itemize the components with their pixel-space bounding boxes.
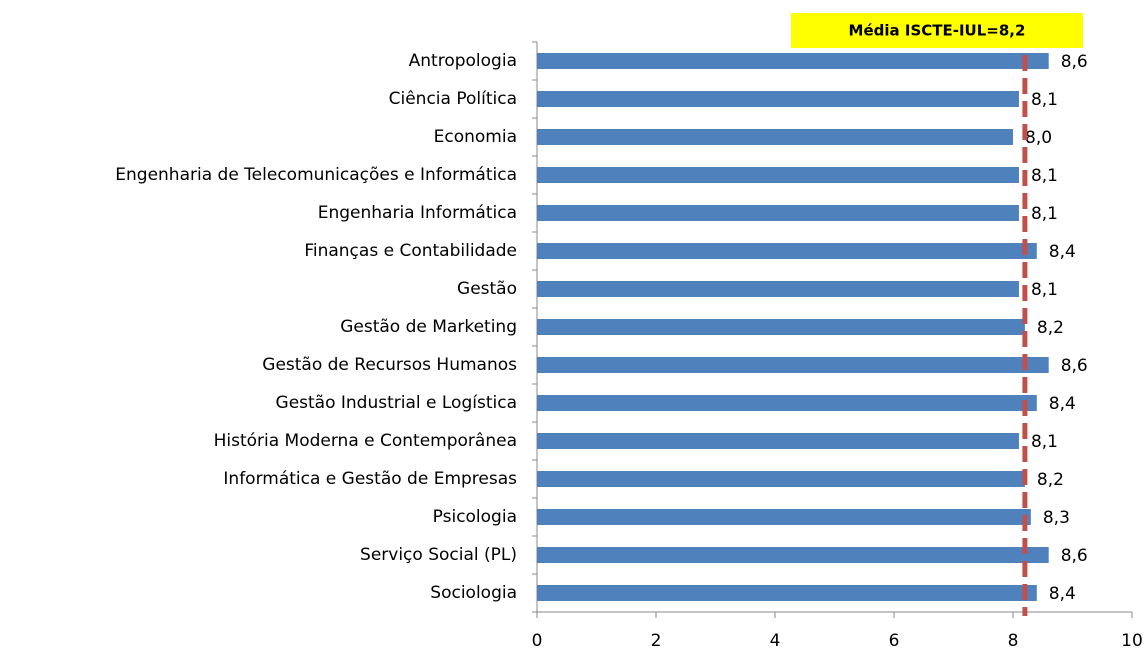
value-label: 8,3: [1043, 508, 1070, 528]
value-label: 8,2: [1037, 470, 1064, 490]
y-tick-label: Engenharia de Telecomunicações e Informá…: [115, 165, 517, 185]
y-tick-label: Gestão: [457, 279, 517, 299]
bar: [537, 53, 1049, 69]
y-tick-label: Gestão de Marketing: [340, 317, 517, 337]
y-tick-label: História Moderna e Contemporânea: [214, 431, 517, 451]
bar: [537, 281, 1019, 297]
bar: [537, 357, 1049, 373]
bar: [537, 319, 1025, 335]
y-tick-label: Serviço Social (PL): [360, 545, 517, 565]
x-tick-label: 2: [651, 631, 662, 650]
value-label: 8,2: [1037, 318, 1064, 338]
reference-box: [791, 13, 1083, 48]
bar: [537, 547, 1049, 563]
y-tick-label: Psicologia: [433, 507, 517, 527]
bar: [537, 395, 1037, 411]
value-label: 8,1: [1031, 280, 1058, 300]
y-tick-label: Gestão Industrial e Logística: [276, 393, 517, 413]
value-label: 8,4: [1049, 394, 1076, 414]
value-label: 8,4: [1049, 242, 1076, 262]
bar: [537, 91, 1019, 107]
y-tick-label: Finanças e Contabilidade: [304, 241, 517, 261]
value-label: 8,6: [1061, 356, 1088, 376]
value-label: 8,1: [1031, 204, 1058, 224]
x-tick-label: 4: [770, 631, 781, 650]
bar: [537, 585, 1037, 601]
x-tick-label: 10: [1121, 631, 1143, 650]
y-tick-label: Ciência Política: [389, 89, 517, 109]
value-label: 8,1: [1031, 90, 1058, 110]
bar: [537, 509, 1031, 525]
y-tick-label: Antropologia: [409, 51, 517, 71]
reference-label: Média ISCTE-IUL=8,2: [849, 22, 1026, 40]
value-label: 8,6: [1061, 52, 1088, 72]
value-label: 8,4: [1049, 584, 1076, 604]
x-tick-label: 6: [889, 631, 900, 650]
y-tick-label: Gestão de Recursos Humanos: [262, 355, 517, 375]
y-tick-label: Informática e Gestão de Empresas: [223, 469, 517, 489]
y-tick-label: Engenharia Informática: [318, 203, 517, 223]
x-tick-label: 8: [1008, 631, 1019, 650]
bar: [537, 205, 1019, 221]
bar: [537, 167, 1019, 183]
bar: [537, 471, 1025, 487]
bar: [537, 129, 1013, 145]
value-label: 8,1: [1031, 432, 1058, 452]
value-label: 8,1: [1031, 166, 1058, 186]
bar: [537, 243, 1037, 259]
value-label: 8,6: [1061, 546, 1088, 566]
y-tick-label: Sociologia: [430, 583, 517, 603]
value-label: 8,0: [1025, 128, 1052, 148]
x-tick-label: 0: [532, 631, 543, 650]
y-tick-label: Economia: [434, 127, 517, 147]
bar: [537, 433, 1019, 449]
